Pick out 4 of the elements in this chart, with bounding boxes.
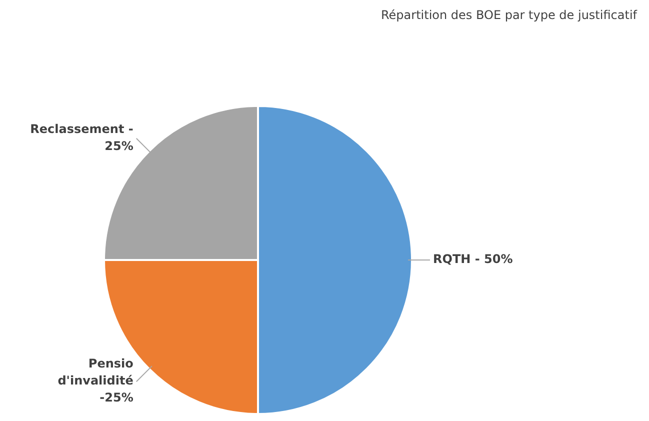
slice-label: Pensio d'invalidité -25% [58, 356, 134, 405]
slice-label: RQTH - 50% [433, 252, 513, 266]
slice-label: Reclassement - 25% [30, 122, 134, 154]
chart-title: Répartition des BOE par type de justificatif [380, 8, 637, 22]
